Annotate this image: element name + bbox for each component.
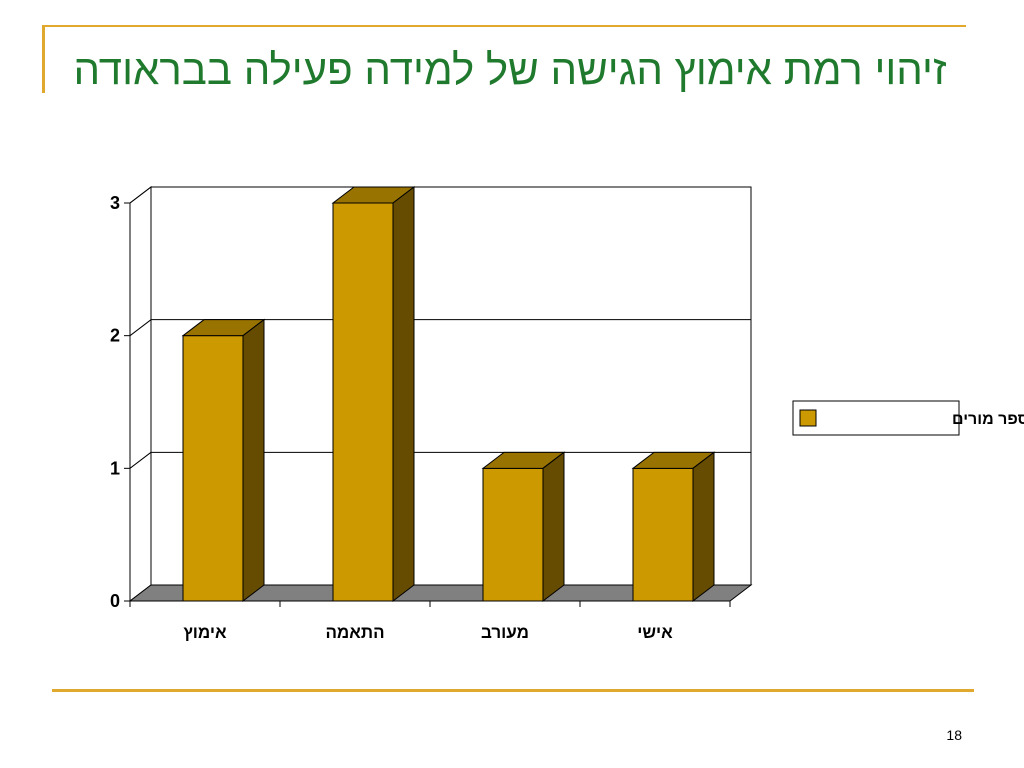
- legend-swatch: [799, 409, 817, 427]
- y-tick-label: 2: [110, 326, 120, 346]
- gridline-side: [129, 186, 152, 204]
- bar: [632, 467, 694, 602]
- y-tick-label: 1: [110, 458, 120, 478]
- slide-number: 18: [946, 727, 962, 743]
- x-category-label: התאמה: [325, 623, 384, 642]
- gridline-side: [129, 319, 152, 337]
- bar-side: [392, 185, 415, 603]
- x-category-label: אימוץ: [183, 623, 227, 642]
- y-tick-label: 3: [110, 193, 120, 213]
- slide-title: זיהוי רמת אימוץ הגישה של למידה פעילה בבר…: [73, 46, 947, 93]
- decorative-vertical-line: [42, 25, 45, 93]
- decorative-top-line: [42, 25, 966, 27]
- bar: [332, 202, 394, 602]
- x-category-label: מעורב: [481, 623, 529, 642]
- legend-label: מספר מורים: [952, 411, 1024, 428]
- gridline-side: [129, 451, 152, 469]
- chart-side-wall: [129, 185, 152, 603]
- bar-side: [242, 318, 265, 603]
- bar-side: [692, 451, 715, 603]
- decorative-bottom-line: [52, 689, 974, 692]
- bar: [482, 467, 544, 602]
- x-category-label: אישי: [637, 623, 673, 642]
- y-tick-label: 0: [110, 591, 120, 611]
- legend: [792, 400, 960, 436]
- bar: [182, 335, 244, 602]
- bar-side: [542, 451, 565, 603]
